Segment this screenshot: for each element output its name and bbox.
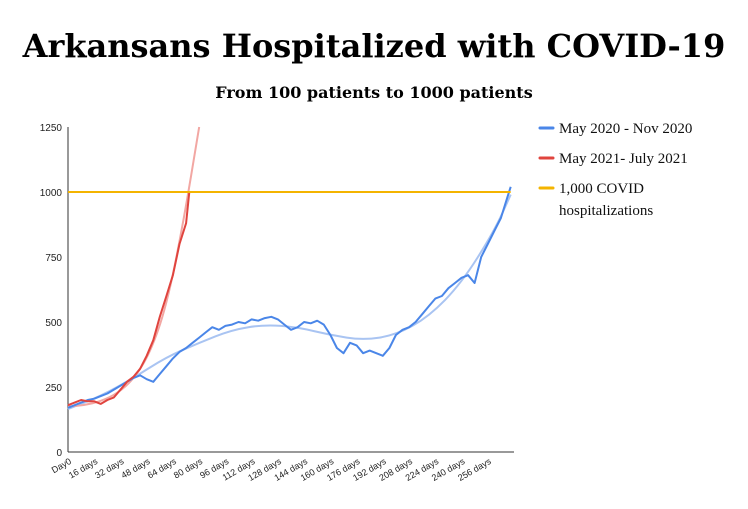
legend-label: 1,000 COVID	[559, 181, 644, 197]
x-tick-label: 32 days	[93, 456, 126, 481]
series-line	[67, 186, 512, 409]
x-tick-label: 16 days	[67, 456, 100, 481]
y-tick-label: 1250	[40, 123, 63, 134]
legend: May 2020 - Nov 2020 May 2021- July 2021 1,…	[538, 121, 692, 219]
y-axis-ticks: 0 250 500 750 1000 1250	[40, 123, 63, 459]
x-tick-label: 48 days	[119, 456, 152, 481]
y-tick-label: 750	[45, 253, 62, 264]
trendline	[67, 126, 201, 408]
plot-area	[67, 126, 512, 411]
y-tick-label: 500	[45, 318, 62, 329]
legend-label: May 2021- July 2021	[559, 151, 688, 167]
y-tick-label: 0	[56, 448, 62, 459]
legend-label: May 2020 - Nov 2020	[559, 121, 692, 137]
x-tick-label: 64 days	[146, 456, 179, 481]
series-line	[67, 191, 191, 407]
x-tick-label: 80 days	[172, 456, 205, 481]
legend-label: hospitalizations	[559, 203, 653, 219]
chart-subtitle: From 100 patients to 1000 patients	[215, 83, 532, 102]
y-tick-label: 250	[45, 383, 62, 394]
chart-title: Arkansans Hospitalized with COVID-19	[22, 27, 726, 65]
y-tick-label: 1000	[40, 188, 63, 199]
